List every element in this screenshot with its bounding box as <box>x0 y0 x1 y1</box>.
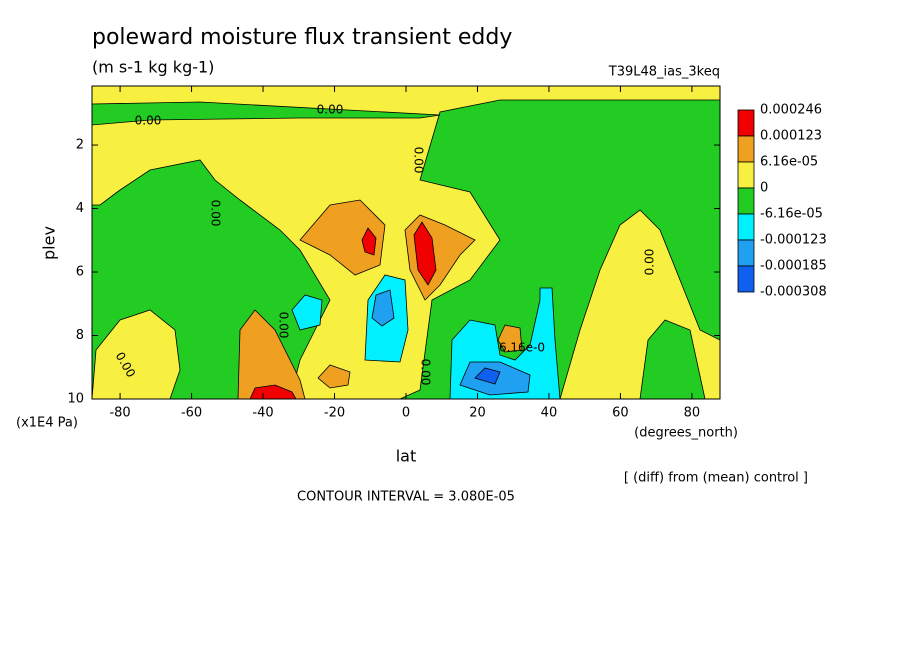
colorbar-label: -6.16e-05 <box>760 207 823 222</box>
colorbar-box <box>737 213 755 241</box>
x-tick-label: -80 <box>109 406 130 421</box>
colorbar-label: -0.000185 <box>760 259 827 274</box>
contour-label: 0.00 <box>135 114 162 128</box>
field-region <box>299 199 386 276</box>
contour-label: 0.00 <box>317 103 344 117</box>
chart-subtitle: (m s-1 kg kg-1) <box>92 58 214 77</box>
x-tick-label: -60 <box>181 406 202 421</box>
colorbar-label: 0.000246 <box>760 103 822 118</box>
colorbar-box <box>737 135 755 163</box>
field-region <box>91 309 181 400</box>
x-tick-label: -20 <box>324 406 345 421</box>
contour-field <box>91 85 721 400</box>
x-tick-label: 20 <box>469 406 486 421</box>
y-axis-label: plev <box>40 226 59 260</box>
field-region <box>361 227 377 256</box>
chart-title: poleward moisture flux transient eddy <box>92 25 512 50</box>
x-tick-label: -40 <box>252 406 273 421</box>
y-tick-label: 2 <box>76 138 84 153</box>
field-region <box>371 289 395 327</box>
run-label: T39L48_ias_3keq <box>608 65 720 80</box>
y-tick-label: 10 <box>67 392 84 407</box>
field-region <box>497 324 523 353</box>
colorbar-label: -0.000123 <box>760 233 827 248</box>
y-axis-units: (x1E4 Pa) <box>16 416 78 431</box>
colorbar-label: 0.000123 <box>760 129 822 144</box>
note: [ (diff) from (mean) control ] <box>624 471 808 486</box>
contour-label: 0.00 <box>643 249 657 276</box>
colorbar-box <box>737 161 755 189</box>
x-tick-label: 80 <box>684 406 701 421</box>
contour-label: 0.00 <box>419 359 433 386</box>
x-tick-label: 0 <box>402 406 410 421</box>
y-tick-label: 8 <box>76 328 84 343</box>
field-region <box>317 364 351 389</box>
contour-label: 6.16e-0 <box>499 341 545 355</box>
x-tick-label: 40 <box>541 406 558 421</box>
y-tick-label: 6 <box>76 265 84 280</box>
x-axis-label: lat <box>396 447 417 466</box>
contour-label: 0.00 <box>412 147 426 174</box>
colorbar-box <box>737 109 755 137</box>
colorbar-label: -0.000308 <box>760 285 827 300</box>
field-region <box>91 101 441 126</box>
contour-label: 0.00 <box>277 312 291 339</box>
field-region <box>474 367 501 385</box>
contour-label: 0.00 <box>209 200 223 227</box>
colorbar-box <box>737 187 755 215</box>
x-axis-units: (degrees_north) <box>634 426 738 441</box>
field-region <box>291 294 323 331</box>
x-tick-label: 60 <box>612 406 629 421</box>
colorbar-box <box>737 265 755 293</box>
colorbar-box <box>737 239 755 267</box>
colorbar-label: 6.16e-05 <box>760 155 818 170</box>
contour-interval: CONTOUR INTERVAL = 3.080E-05 <box>297 490 515 505</box>
y-tick-label: 4 <box>76 201 84 216</box>
colorbar-label: 0 <box>760 181 768 196</box>
field-region <box>413 221 437 286</box>
